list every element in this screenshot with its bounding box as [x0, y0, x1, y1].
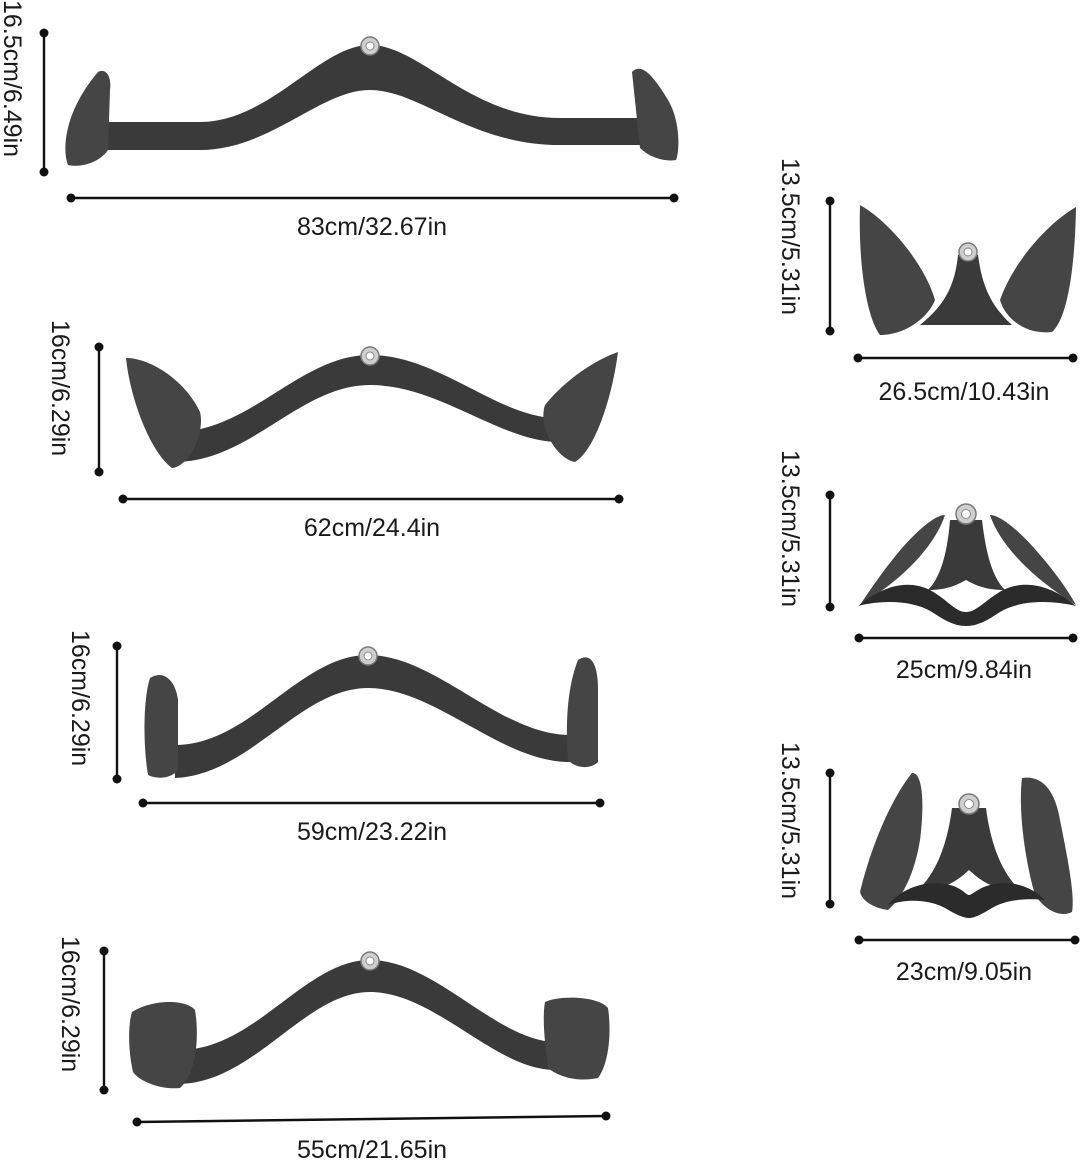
- handle-5-height-label: 13.5cm/5.31in: [776, 158, 804, 315]
- handle-7-width-label: 23cm/9.05in: [896, 958, 1032, 986]
- handle-6: 13.5cm/5.31in 25cm/9.84in: [776, 450, 1078, 684]
- handle-1: 16.5cm/6.49in 83cm/32.67in: [0, 0, 679, 241]
- handle-1-height-dimension: 16.5cm/6.49in: [0, 0, 49, 177]
- handle-1-width-label: 83cm/32.67in: [297, 213, 447, 241]
- handle-1-width-dimension: 83cm/32.67in: [66, 193, 679, 241]
- handle-6-bar: [858, 503, 1076, 626]
- handle-7-height-label: 13.5cm/5.31in: [776, 742, 804, 899]
- handle-1-bar: [65, 36, 679, 166]
- handle-5-height-dimension: 13.5cm/5.31in: [776, 158, 835, 336]
- handle-4-width-label: 55cm/21.65in: [297, 1136, 447, 1164]
- handle-5-width-dimension: 26.5cm/10.43in: [853, 353, 1078, 406]
- handle-4-height-dimension: 16cm/6.29in: [56, 936, 109, 1095]
- handle-5-bar: [859, 205, 1076, 335]
- handle-3-width-label: 59cm/23.22in: [297, 818, 447, 846]
- handle-6-height-label: 13.5cm/5.31in: [776, 450, 804, 607]
- handle-2-width-label: 62cm/24.4in: [304, 514, 440, 542]
- handle-6-height-dimension: 13.5cm/5.31in: [776, 450, 835, 612]
- handle-6-width-label: 25cm/9.84in: [896, 656, 1032, 684]
- handle-3-height-label: 16cm/6.29in: [66, 630, 94, 766]
- handle-4-width-dimension: 55cm/21.65in: [132, 1111, 611, 1164]
- handle-7: 13.5cm/5.31in 23cm/9.05in: [776, 742, 1080, 986]
- handle-7-height-dimension: 13.5cm/5.31in: [776, 742, 835, 909]
- handle-2-height-label: 16cm/6.29in: [46, 320, 74, 456]
- handle-3-width-dimension: 59cm/23.22in: [138, 798, 605, 846]
- handle-7-bar: [860, 772, 1073, 918]
- handle-1-height-label: 16.5cm/6.49in: [0, 0, 26, 157]
- handle-3-bar: [144, 646, 598, 778]
- handle-2-width-dimension: 62cm/24.4in: [118, 494, 624, 542]
- handle-2-height-dimension: 16cm/6.29in: [46, 320, 104, 477]
- handle-4-bar: [129, 951, 610, 1089]
- handle-2-bar: [126, 346, 618, 468]
- handle-5: 13.5cm/5.31in 26.5cm/10.43in: [776, 158, 1078, 406]
- handle-3: 16cm/6.29in 59cm/23.22in: [66, 630, 605, 846]
- handle-5-width-label: 26.5cm/10.43in: [879, 378, 1050, 406]
- handle-6-width-dimension: 25cm/9.84in: [854, 633, 1078, 684]
- handle-4: 16cm/6.29in 55cm/21.65in: [56, 936, 611, 1164]
- handle-2: 16cm/6.29in 62cm/24.4in: [46, 320, 624, 542]
- handle-4-height-label: 16cm/6.29in: [56, 936, 84, 1072]
- handle-7-width-dimension: 23cm/9.05in: [854, 935, 1080, 986]
- handle-3-height-dimension: 16cm/6.29in: [66, 630, 122, 784]
